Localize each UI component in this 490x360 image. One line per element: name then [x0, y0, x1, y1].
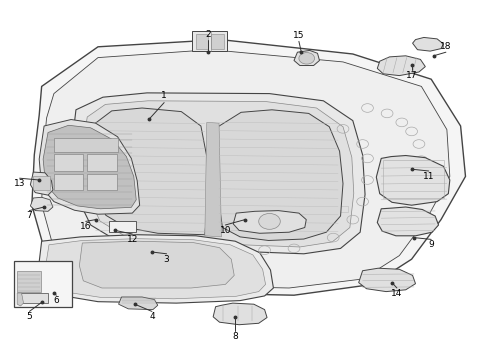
- Bar: [54, 154, 83, 171]
- Polygon shape: [413, 37, 443, 51]
- Polygon shape: [71, 93, 365, 254]
- Polygon shape: [82, 101, 354, 247]
- Polygon shape: [233, 211, 306, 233]
- Bar: [54, 138, 118, 152]
- Polygon shape: [30, 172, 53, 195]
- Text: 4: 4: [149, 312, 155, 321]
- Bar: [87, 154, 117, 171]
- Text: 9: 9: [428, 240, 434, 249]
- Polygon shape: [17, 293, 24, 306]
- Polygon shape: [205, 122, 221, 237]
- Polygon shape: [377, 56, 425, 76]
- Bar: [21, 293, 48, 303]
- Text: 12: 12: [126, 235, 138, 244]
- Polygon shape: [359, 268, 416, 292]
- Text: 18: 18: [440, 42, 452, 51]
- Bar: [196, 34, 208, 49]
- Bar: [109, 221, 136, 232]
- Text: 7: 7: [26, 211, 32, 220]
- Text: 8: 8: [232, 332, 238, 341]
- Bar: [17, 271, 41, 292]
- Text: 14: 14: [391, 289, 403, 298]
- Bar: [328, 184, 338, 190]
- Polygon shape: [216, 110, 343, 240]
- Polygon shape: [119, 297, 158, 310]
- Bar: [14, 261, 72, 307]
- Text: 13: 13: [14, 179, 25, 188]
- Bar: [33, 176, 50, 190]
- Polygon shape: [213, 303, 267, 325]
- Text: 3: 3: [164, 255, 170, 264]
- Bar: [211, 34, 224, 49]
- Bar: [87, 174, 117, 190]
- Polygon shape: [42, 50, 450, 288]
- Text: 1: 1: [161, 91, 167, 100]
- Bar: [304, 145, 314, 150]
- Text: 2: 2: [205, 30, 211, 39]
- Text: 5: 5: [26, 312, 32, 321]
- Polygon shape: [39, 120, 140, 214]
- Polygon shape: [30, 197, 53, 211]
- Circle shape: [259, 213, 280, 229]
- Polygon shape: [90, 108, 208, 235]
- Polygon shape: [294, 50, 319, 66]
- Circle shape: [299, 53, 315, 64]
- Polygon shape: [79, 241, 234, 288]
- Polygon shape: [376, 156, 450, 205]
- Text: 17: 17: [406, 71, 417, 80]
- Polygon shape: [43, 125, 136, 209]
- Bar: [323, 145, 333, 150]
- Bar: [383, 160, 444, 198]
- Polygon shape: [377, 207, 439, 236]
- Polygon shape: [32, 40, 466, 295]
- Text: 15: 15: [293, 31, 305, 40]
- Polygon shape: [38, 235, 273, 303]
- Polygon shape: [45, 239, 266, 299]
- Text: 11: 11: [423, 172, 435, 181]
- Bar: [192, 31, 227, 51]
- Bar: [338, 206, 348, 212]
- Text: 6: 6: [53, 296, 59, 305]
- Text: 10: 10: [220, 226, 231, 235]
- Text: 16: 16: [80, 222, 92, 231]
- Bar: [54, 174, 83, 190]
